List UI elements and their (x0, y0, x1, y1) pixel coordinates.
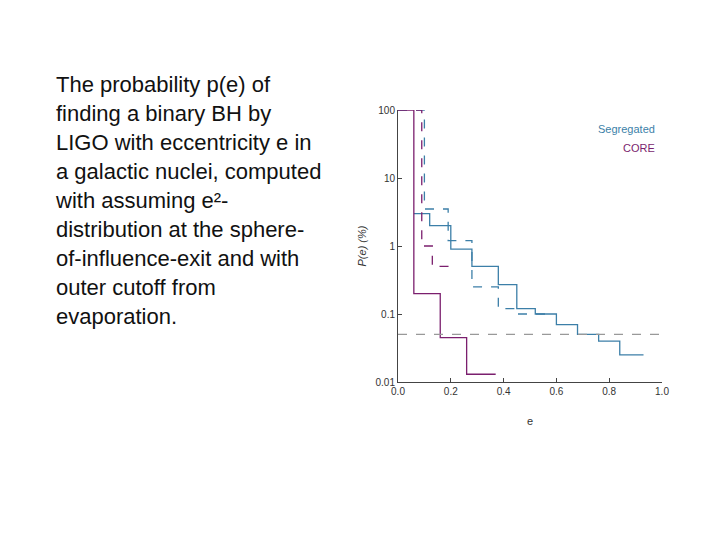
svg-text:0.8: 0.8 (602, 386, 616, 397)
svg-text:Segregated: Segregated (598, 123, 655, 135)
html-text:The probability p(e) of findin: The probability p(e) of finding a binary… (56, 72, 322, 329)
svg-text:1: 1 (389, 241, 395, 252)
svg-text:0.4: 0.4 (497, 386, 511, 397)
svg-text:0.0: 0.0 (391, 386, 405, 397)
svg-text:0.2: 0.2 (444, 386, 458, 397)
svg-text:P(e) (%): P(e) (%) (356, 225, 368, 266)
svg-text:100: 100 (378, 105, 395, 116)
svg-text:0.6: 0.6 (549, 386, 563, 397)
svg-text:1.0: 1.0 (655, 386, 669, 397)
svg-text:e: e (527, 415, 533, 427)
svg-text:CORE: CORE (623, 142, 655, 154)
svg-text:0.1: 0.1 (381, 309, 395, 320)
svg-text:0.01: 0.01 (376, 377, 396, 388)
svg-text:10: 10 (384, 173, 396, 184)
